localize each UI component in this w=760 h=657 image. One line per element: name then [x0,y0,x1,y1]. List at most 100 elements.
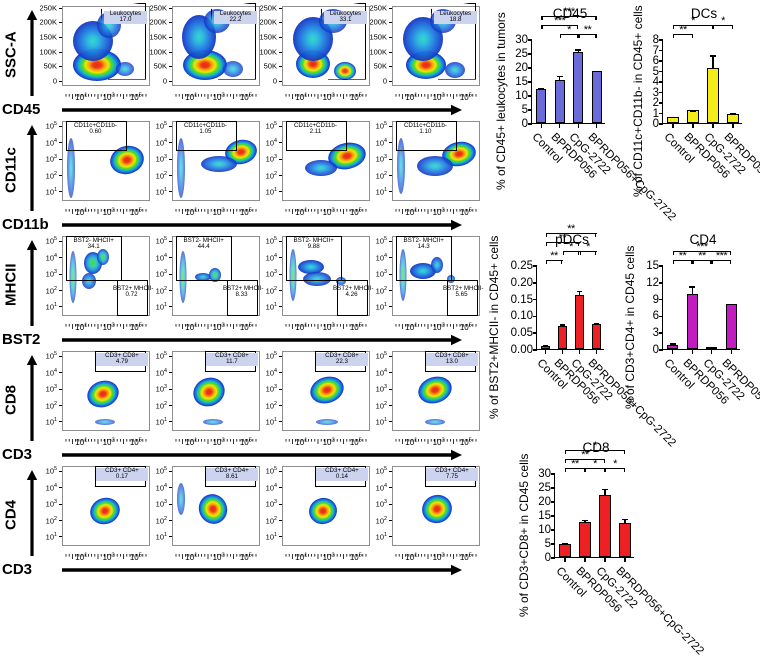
significance-stars: * [593,440,597,452]
y-tick-mark [59,421,62,423]
y-tick-mark [169,240,172,242]
y-tick-mark [389,503,392,505]
x-axis-tick-mark [672,124,674,128]
y-axis-tick-mark [528,81,532,83]
flow-row-cd11c: CD11c CD11b CD11c+CD11b- 0.60 105 104 103 102 10… [0,117,480,233]
x-tick-label: 105 [129,322,142,332]
y-tick-label: 103 [45,153,57,164]
y-axis-tick-mark [533,298,537,301]
significance-tick-right [690,260,693,264]
y-tick-label: 105 [375,121,387,131]
flow-panel-0-3: Leukocytes 18.8 250K 200K 150K 100K 50K 0 101 103… [369,2,480,102]
y-axis-tick-mark [551,501,555,503]
y-axis-tick-label: 0.15 [510,293,533,306]
x-tick-label: 103 [102,92,115,102]
error-bar-cap [708,346,715,349]
x-tick-label: 101 [405,437,418,447]
y-tick-labels: 105 104 103 102 101 [252,351,282,431]
significance-bar [711,260,732,262]
significance-bar [565,450,625,452]
x-tick-label: 105 [349,92,362,102]
x-tick-labels: 101 103 105 [282,431,370,453]
significance-tick-left [559,34,562,38]
x-tick-label: 101 [405,207,418,217]
y-tick-labels: 105 104 103 102 101 [362,236,392,316]
y-tick-label: 150K [369,32,387,42]
y-tick-label: 250K [259,3,277,13]
gate-bst2-mhcii-quadrant [175,236,232,281]
error-bar [578,290,581,296]
y-tick-label: 105 [45,466,57,476]
significance-stars: *** [554,15,566,27]
significance-tick-right [583,468,585,472]
chart-plot-area-cd8: 0 5 10 15 20 25 30 Control BPRDP056 CpG-2722 BPRDP… [538,441,706,657]
y-tick-mark [169,405,172,406]
y-axis-tick-label: 0.20 [510,276,533,289]
x-tick-label: 103 [432,207,445,217]
significance-tick-right [576,25,579,29]
y-axis-tick-mark [551,487,555,489]
x-tick-label: 105 [459,552,472,562]
flow-panel-0-0: Leukocytes 17.0 250K 200K 150K 100K 50K 0 101 103… [39,2,150,102]
y-tick-mark [59,355,62,357]
y-tick-mark [59,306,62,308]
x-minor-ticks [174,316,258,329]
y-axis-tick-label: 20 [515,62,528,74]
x-tick-labels: 101 103 105 [282,201,370,223]
y-tick-mark [169,355,172,357]
error-bar-cap [538,87,545,89]
y-axis-tick-label: 0 [652,344,659,356]
flow-panel-4-3: CD3+ CD4+ 7.75 105 104 103 102 101 101 103 105 [376,466,480,562]
x-tick-label: 101 [405,92,418,102]
gate-label: CD3+ CD8+ 13.0 [426,352,478,366]
significance-tick-left [672,260,675,264]
y-tick-mark [279,66,282,68]
error-bar-cap [669,116,677,119]
x-tick-label: 101 [75,552,88,562]
x-tick-label: 103 [102,207,115,217]
x-tick-labels: 101 103 105 [282,546,370,568]
axis-label-x-cd3: CD3 [2,561,33,578]
x-tick-label: 103 [322,552,335,562]
y-tick-label: 102 [265,285,277,295]
error-bar-cap [729,112,737,115]
significance-tick-left [692,260,694,264]
y-tick-mark [279,503,282,505]
y-tick-label: 105 [155,351,167,361]
x-tick-label: 101 [75,322,88,332]
x-axis-tick-mark [691,350,693,354]
chart-cd45: CD45% of CD45+ leukocytes in tumors 0 5 10 1… [494,6,678,223]
y-tick-label: 105 [375,466,387,476]
y-tick-label: 0 [272,76,277,86]
x-axis-arrow-icon [62,103,462,116]
significance-tick-right [623,468,625,472]
density-plot [63,352,149,430]
x-axis-arrow-icon [62,563,462,576]
y-tick-label: 105 [375,351,387,361]
significance-stars: ** [583,24,592,36]
chart-ylabel-dcs: % of CD11c+CD11b- in CD45+ cells [631,5,645,197]
y-tick-labels: 105 104 103 102 101 [142,466,172,546]
y-tick-label: 104 [155,482,167,492]
bar-bprdp056 [557,325,568,349]
x-minor-ticks [174,201,258,214]
y-tick-label: 105 [155,466,167,476]
y-tick-label: 104 [265,137,277,147]
y-axis-tick-label: 12 [646,276,659,289]
x-tick-label: 103 [432,322,445,332]
x-tick-labels: 101 103 105 [62,201,150,223]
density-plot [393,467,479,545]
y-tick-label: 101 [155,186,167,197]
y-axis-tick-label: 6 [652,310,659,323]
significance-tick-left [541,25,543,29]
flow-panel-4-1: CD3+ CD4+ 8.61 105 104 103 102 101 101 103 105 [156,466,260,562]
significance-tick-right [603,468,605,472]
density-plot [63,7,149,85]
x-tick-label: 105 [239,92,252,102]
y-tick-label: 101 [375,416,387,427]
y-tick-mark [279,158,282,160]
y-tick-mark [389,536,392,538]
y-tick-mark [389,7,392,9]
error-bar-cap [556,75,563,77]
y-tick-label: 0 [382,76,387,86]
